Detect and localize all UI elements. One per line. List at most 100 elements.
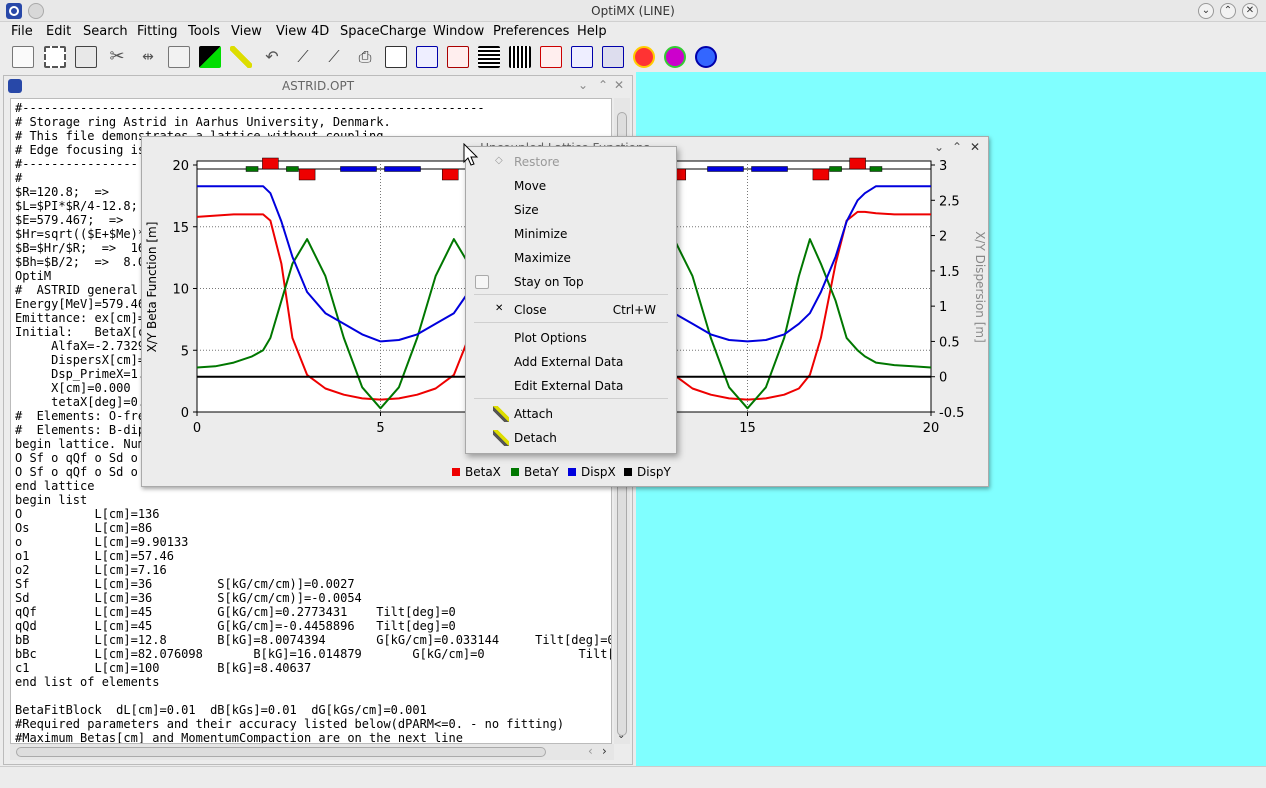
editor-line: #---------------- (15, 157, 138, 171)
wand-icon[interactable] (230, 46, 252, 68)
lattice-dipole (849, 157, 866, 170)
editor-line: # Storage ring Astrid in Aarhus Universi… (15, 115, 391, 129)
context-menu-item-attach[interactable]: Attach (466, 403, 676, 425)
plot-beta-icon[interactable] (416, 46, 438, 68)
copy-icon[interactable] (75, 46, 97, 68)
context-menu-item-minimize[interactable]: Minimize (466, 223, 676, 245)
legend-dispx-swatch (568, 468, 576, 476)
editor-line: Dsp_PrimeX=1. (15, 367, 146, 381)
menu-view4d[interactable]: View 4D (276, 24, 330, 39)
y-axis-label: X/Y Beta Function [m] (145, 222, 159, 353)
undo-icon[interactable]: ↶ (265, 47, 279, 66)
scissors-icon[interactable]: ✂ (109, 46, 125, 67)
print-icon[interactable]: ⎙ (358, 47, 372, 66)
clipboard-icon[interactable] (12, 46, 34, 68)
green-stairs-icon[interactable] (199, 46, 221, 68)
plot-close-icon[interactable]: ✕ (970, 140, 981, 154)
app-logo-icon[interactable] (6, 3, 22, 19)
context-menu-item-edit-external-data[interactable]: Edit External Data (466, 375, 676, 397)
x-tick-label: 0 (193, 421, 201, 436)
pipette2-icon[interactable]: ⟋ (328, 47, 340, 66)
editor-line: c1 L[cm]=100 B[kG]=8.40637 (15, 661, 312, 675)
legend-dispy: DispY (624, 465, 671, 479)
menu-spacecharge[interactable]: SpaceCharge (340, 24, 427, 39)
close-window-button[interactable]: ✕ (1242, 3, 1258, 19)
menu-view[interactable]: View (231, 24, 262, 39)
menu-tools[interactable]: Tools (188, 24, 221, 39)
context-menu-item-plot-options[interactable]: Plot Options (466, 327, 676, 349)
lattice-quad (869, 166, 883, 172)
scroll-left-icon[interactable]: ‹ (588, 744, 593, 758)
context-menu-label: Maximize (514, 251, 571, 265)
menu-help[interactable]: Help (577, 24, 607, 39)
context-menu-item-close[interactable]: ✕ Close Ctrl+W (466, 299, 676, 321)
context-menu-item-stay-on-top[interactable]: Stay on Top (466, 271, 676, 293)
horizontal-scroll-thumb[interactable] (16, 747, 546, 757)
scroll-down-icon[interactable]: ⌄ (617, 730, 626, 741)
stop-icon[interactable] (633, 46, 655, 68)
refresh-icon[interactable] (695, 46, 717, 68)
trajectory-icon[interactable] (602, 46, 624, 68)
book-icon[interactable] (385, 46, 407, 68)
y2-tick-label: 2.5 (939, 194, 960, 209)
sub-minimize-icon[interactable]: ⌄ (578, 78, 589, 92)
plot-minimize-icon[interactable]: ⌄ (934, 140, 945, 154)
editor-line: o1 L[cm]=57.46 (15, 549, 174, 563)
legend-betay: BetaY (511, 465, 559, 479)
sub-close-icon[interactable]: ✕ (614, 78, 625, 92)
maximize-window-button[interactable]: ⌃ (1220, 3, 1236, 19)
context-menu-label: Add External Data (514, 355, 624, 369)
sub-maximize-icon[interactable]: ⌃ (598, 78, 609, 92)
context-menu-separator (474, 322, 668, 323)
split-icon[interactable]: ⇹ (142, 49, 154, 65)
editor-line: bB L[cm]=12.8 B[kG]=8.0074394 G[kG/cm]=0… (15, 633, 612, 647)
menu-search[interactable]: Search (83, 24, 128, 39)
cut-select-icon[interactable] (44, 46, 66, 68)
curve-icon[interactable] (540, 46, 562, 68)
context-menu-label: Attach (514, 407, 553, 421)
minimize-window-button[interactable]: ⌄ (1198, 3, 1214, 19)
context-menu-label: Restore (514, 155, 560, 169)
paste-icon[interactable] (168, 46, 190, 68)
context-menu-item-move[interactable]: Move (466, 175, 676, 197)
editor-title: ASTRID.OPT (281, 79, 355, 93)
context-menu-item-detach[interactable]: Detach (466, 427, 676, 449)
stay-on-top-checkbox[interactable] (475, 275, 489, 289)
plot-lattice-icon[interactable] (447, 46, 469, 68)
legend-betax-swatch (452, 468, 460, 476)
arrow-circle-icon[interactable] (664, 46, 686, 68)
plot-maximize-icon[interactable]: ⌃ (952, 140, 963, 154)
menu-file[interactable]: File (11, 24, 33, 39)
context-menu-item-size[interactable]: Size (466, 199, 676, 221)
horizontal-scrollbar[interactable]: ‹ › (10, 744, 614, 760)
subwindow-logo-icon[interactable] (8, 79, 22, 93)
editor-line: AlfaX=-2.7329 (15, 339, 146, 353)
editor-line: Sf L[cm]=36 S[kG/cm/cm)]=0.0027 (15, 577, 355, 591)
y-tick-label: 20 (172, 159, 189, 174)
menu-window[interactable]: Window (433, 24, 485, 39)
editor-line: #Maximum Betas[cm] and MomentumCompactio… (15, 731, 463, 744)
x-tick-label: 15 (739, 421, 756, 436)
line-plot-icon[interactable] (571, 46, 593, 68)
y-tick-label: 10 (172, 283, 189, 298)
context-menu-item-add-external-data[interactable]: Add External Data (466, 351, 676, 373)
close-mark-icon: ✕ (495, 303, 504, 314)
lines-icon[interactable] (478, 46, 500, 68)
scroll-right-icon[interactable]: › (602, 744, 607, 758)
y2-tick-label: -0.5 (939, 406, 964, 421)
context-menu-item-maximize[interactable]: Maximize (466, 247, 676, 269)
pipette-icon[interactable]: ⟋ (297, 47, 309, 66)
lattice-quad (829, 166, 842, 172)
editor-titlebar[interactable]: ASTRID.OPT ⌄ ⌃ ✕ (4, 76, 632, 96)
menu-preferences[interactable]: Preferences (493, 24, 570, 39)
window-context-menu: ◇ Restore Move Size Minimize Maximize Stay on … (465, 146, 677, 454)
pin-icon[interactable] (28, 3, 44, 19)
menu-fitting[interactable]: Fitting (137, 24, 178, 39)
editor-line (15, 689, 611, 703)
y-tick-label: 0 (181, 406, 189, 421)
menu-edit[interactable]: Edit (46, 24, 72, 39)
editor-line: Sd L[cm]=36 S[kG/cm/cm)]=-0.0054 (15, 591, 362, 605)
grid-icon[interactable] (509, 46, 531, 68)
context-menu-label: Stay on Top (514, 275, 584, 289)
context-menu-separator (474, 398, 668, 399)
